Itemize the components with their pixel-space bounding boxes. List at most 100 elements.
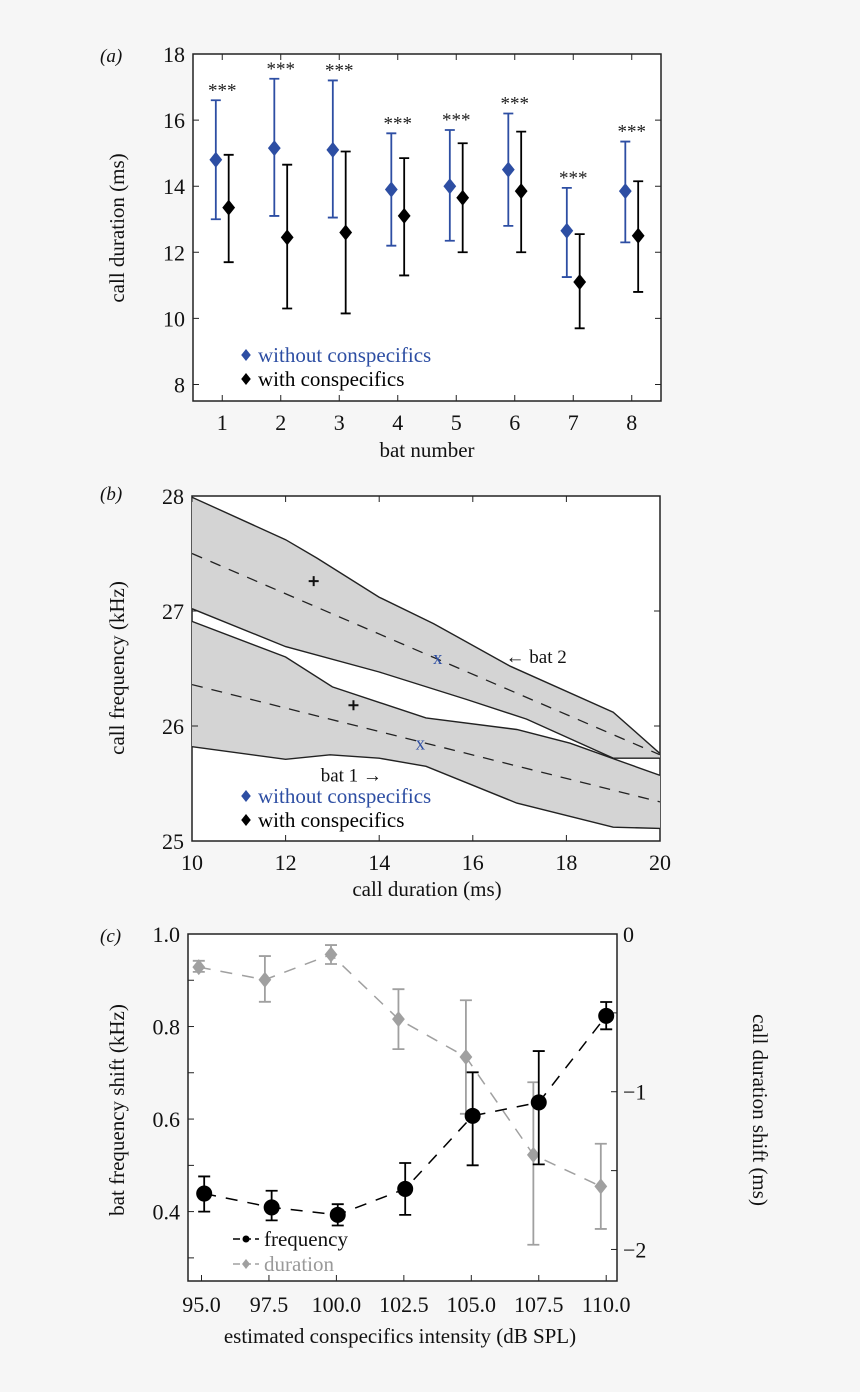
panel-c: (c) 0.4 0.6 0.8 1.0 −2 −1 0 95.0 97.5 100.0 102.5 10… <box>100 922 772 1348</box>
frequency-point-circle <box>397 1180 414 1197</box>
data-point-diamond <box>631 227 645 244</box>
x-tick-label: 12 <box>275 850 297 875</box>
x-tick-label: 2 <box>275 410 286 435</box>
y-tick-label: 16 <box>163 108 185 133</box>
y-tick-label: 10 <box>163 306 185 331</box>
legend-label: with conspecifics <box>258 808 404 832</box>
data-point-diamond <box>280 229 294 246</box>
duration-point-diamond <box>459 1049 473 1066</box>
y-tick-label: 1.0 <box>153 922 181 947</box>
frequency-point-circle <box>598 1007 615 1024</box>
legend-label: without conspecifics <box>258 343 431 367</box>
data-point-diamond <box>384 181 398 198</box>
legend-label: frequency <box>264 1227 348 1251</box>
x-tick-label: 97.5 <box>250 1292 289 1317</box>
regression-line-dashed <box>192 683 660 803</box>
data-point-diamond <box>560 222 574 239</box>
y-tick-label: 0.4 <box>153 1200 181 1225</box>
legend-marker <box>242 1235 250 1243</box>
x-tick-label: 3 <box>334 410 345 435</box>
y-minor-tick-marks <box>188 979 194 1259</box>
y-tick-label: 0.8 <box>153 1015 181 1040</box>
legend-label: without conspecifics <box>258 784 431 808</box>
data-point-diamond <box>618 183 632 200</box>
significance-stars: *** <box>325 60 354 81</box>
x-tick-label: 100.0 <box>312 1292 362 1317</box>
x-tick-label: 102.5 <box>379 1292 429 1317</box>
duration-point-diamond <box>526 1146 540 1163</box>
x-tick-label: 7 <box>568 410 579 435</box>
band-upper-edge <box>192 496 660 755</box>
data-point-diamond <box>514 183 528 200</box>
duration-point-diamond <box>324 946 338 963</box>
x-tick-label: 107.5 <box>514 1292 564 1317</box>
x-axis-label: estimated conspecifics intensity (dB SPL… <box>224 1324 576 1348</box>
legend-marker <box>242 1259 250 1269</box>
data-point-diamond <box>326 141 340 158</box>
panel-a-label: (a) <box>100 46 122 67</box>
significance-stars: *** <box>501 93 530 114</box>
y-tick-label: 12 <box>163 240 185 265</box>
x-tick-label: 20 <box>649 850 671 875</box>
y-tick-label: 27 <box>162 599 184 624</box>
x-tick-label: 1 <box>217 410 228 435</box>
data-point-diamond <box>267 140 281 157</box>
significance-stars: *** <box>442 110 471 131</box>
y-right-tick-label: −1 <box>623 1080 646 1105</box>
duration-error-bar <box>527 1081 540 1246</box>
band-lower-edge <box>192 746 660 830</box>
data-point-diamond <box>397 207 411 224</box>
significance-stars: *** <box>208 80 237 101</box>
x-tick-label: 4 <box>392 410 403 435</box>
panel-c-plot-area <box>187 933 618 1282</box>
panel-c-label: (c) <box>100 926 121 947</box>
y-right-tick-label: 0 <box>623 922 634 947</box>
data-point-diamond <box>339 224 353 241</box>
significance-stars: *** <box>618 122 647 143</box>
legend-marker <box>241 790 251 802</box>
regression-line-dashed <box>192 552 660 756</box>
confidence-band <box>192 621 660 829</box>
y-tick-label: 26 <box>162 714 184 739</box>
legend-label: with conspecifics <box>258 367 404 391</box>
panel-b: (b) x ← bat 2 x bat 1 → 25 26 27 28 10 12 14 16 18 20 c… <box>100 484 671 901</box>
data-point-diamond <box>573 274 587 291</box>
x-axis-label: call duration (ms) <box>352 877 501 901</box>
duration-point-diamond <box>258 971 272 988</box>
without-conspecifics-x-marker: x <box>433 648 443 669</box>
y-tick-label: 14 <box>163 174 185 199</box>
duration-point-diamond <box>594 1178 608 1195</box>
with-conspecifics-plus-marker <box>308 576 319 587</box>
x-tick-label: 6 <box>509 410 520 435</box>
confidence-band <box>192 497 660 759</box>
x-tick-label: 95.0 <box>182 1292 221 1317</box>
y-tick-label: 8 <box>174 372 185 397</box>
frequency-point-circle <box>464 1107 481 1124</box>
legend-label: duration <box>264 1252 334 1276</box>
x-tick-label: 18 <box>555 850 577 875</box>
y-tick-label: 18 <box>163 42 185 67</box>
significance-stars: *** <box>267 59 296 80</box>
frequency-point-circle <box>530 1094 547 1111</box>
frequency-point-circle <box>329 1206 346 1223</box>
significance-stars: *** <box>559 168 588 189</box>
duration-point-diamond <box>392 1011 405 1028</box>
legend-marker <box>241 349 251 361</box>
x-tick-label: 110.0 <box>582 1292 631 1317</box>
x-axis-label: bat number <box>379 438 474 462</box>
frequency-point-circle <box>263 1199 280 1216</box>
with-conspecifics-plus-marker <box>348 700 359 711</box>
without-conspecifics-x-marker: x <box>416 733 426 754</box>
data-point-diamond <box>222 199 236 216</box>
data-point-diamond <box>209 151 223 168</box>
y-tick-label: 0.6 <box>153 1107 181 1132</box>
x-tick-label: 14 <box>368 850 390 875</box>
y-axis-label-left: bat frequency shift (kHz) <box>105 1004 129 1216</box>
data-point-diamond <box>443 178 457 195</box>
y-tick-label: 28 <box>162 484 184 509</box>
data-point-diamond <box>456 189 470 206</box>
panel-b-data <box>192 496 660 830</box>
bat-label: bat 1 → <box>321 765 382 786</box>
